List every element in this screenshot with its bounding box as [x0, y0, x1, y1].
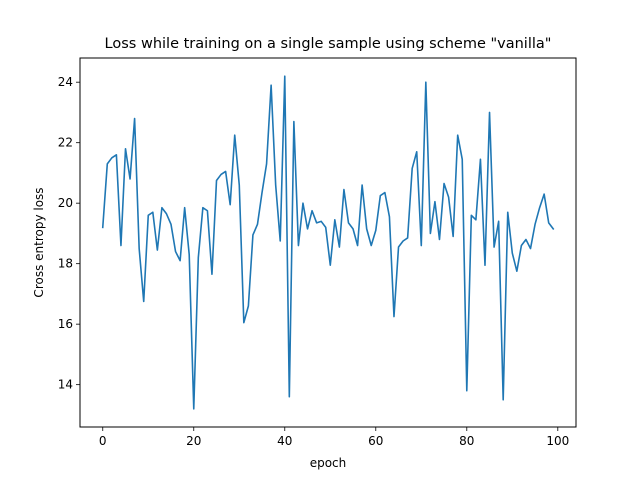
y-tick-label: 24 — [58, 75, 73, 89]
x-axis-label: epoch — [310, 456, 347, 470]
y-tick-label: 18 — [58, 257, 73, 271]
x-tick-label: 20 — [186, 434, 201, 448]
x-tick-label: 40 — [277, 434, 292, 448]
y-tick-label: 16 — [58, 317, 73, 331]
x-tick-label: 60 — [368, 434, 383, 448]
x-tick-label: 80 — [459, 434, 474, 448]
y-axis-ticks: 14 16 18 20 22 24 — [58, 75, 80, 392]
y-tick-label: 20 — [58, 196, 73, 210]
y-axis-label: Cross entropy loss — [32, 187, 46, 297]
axes-frame — [79, 57, 577, 428]
y-tick-label: 14 — [58, 378, 73, 392]
chart-title: Loss while training on a single sample u… — [105, 36, 552, 52]
plot-area — [101, 75, 555, 410]
x-tick-label: 100 — [546, 434, 569, 448]
x-tick-label: 0 — [99, 434, 107, 448]
x-axis-ticks: 0 20 40 60 80 100 — [99, 427, 569, 448]
loss-series-line — [101, 75, 555, 410]
y-tick-label: 22 — [58, 136, 73, 150]
